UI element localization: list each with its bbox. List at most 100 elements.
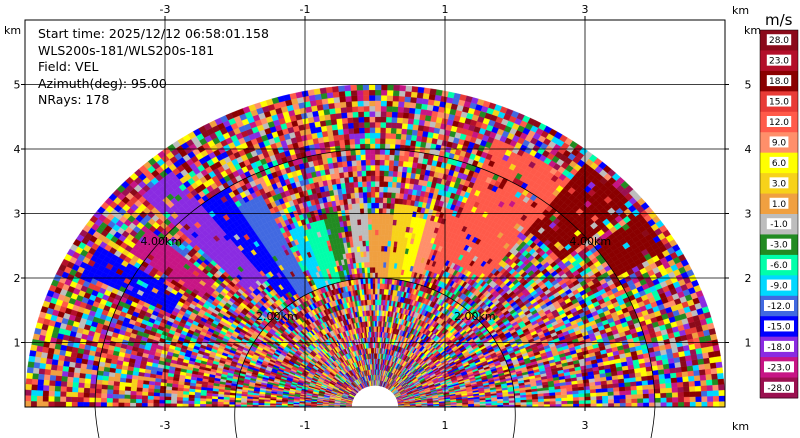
velocity-cell bbox=[387, 176, 393, 182]
velocity-cell bbox=[415, 102, 422, 110]
velocity-cell bbox=[374, 272, 378, 279]
velocity-cell bbox=[383, 165, 390, 171]
velocity-cell bbox=[377, 245, 382, 252]
velocity-cell bbox=[378, 208, 383, 214]
velocity-cell bbox=[630, 385, 637, 391]
velocity-cell bbox=[376, 326, 379, 332]
velocity-cell bbox=[380, 89, 388, 96]
velocity-cell bbox=[704, 368, 712, 375]
velocity-cell bbox=[388, 229, 393, 236]
velocity-cell bbox=[381, 240, 385, 247]
velocity-cell bbox=[378, 218, 383, 225]
velocity-cell bbox=[643, 402, 650, 407]
velocity-cell bbox=[549, 398, 556, 402]
velocity-cell bbox=[625, 390, 632, 395]
velocity-cell bbox=[378, 299, 382, 306]
velocity-cell bbox=[624, 386, 632, 391]
velocity-cell bbox=[380, 116, 387, 123]
velocity-cell bbox=[407, 118, 414, 125]
velocity-cell bbox=[377, 261, 381, 268]
velocity-cell bbox=[385, 132, 391, 139]
velocity-cell bbox=[397, 209, 402, 216]
velocity-cell bbox=[398, 155, 405, 162]
velocity-cell bbox=[503, 400, 510, 403]
velocity-cell bbox=[374, 299, 378, 306]
velocity-cell bbox=[374, 250, 379, 257]
velocity-cell bbox=[379, 283, 383, 290]
velocity-cell bbox=[374, 186, 380, 193]
velocity-cell bbox=[707, 395, 714, 402]
velocity-cell bbox=[561, 400, 568, 405]
velocity-cell bbox=[654, 392, 661, 399]
velocity-cell bbox=[508, 402, 516, 405]
velocity-cell bbox=[378, 304, 382, 311]
velocity-cell bbox=[384, 138, 391, 145]
velocity-cell bbox=[680, 366, 688, 373]
velocity-cell bbox=[374, 138, 381, 144]
velocity-cell bbox=[549, 400, 556, 405]
velocity-cell bbox=[630, 389, 638, 395]
velocity-cell bbox=[503, 402, 510, 406]
velocity-cell bbox=[692, 364, 700, 371]
velocity-cell bbox=[695, 396, 702, 402]
velocity-cell bbox=[648, 397, 656, 403]
velocity-cell bbox=[561, 394, 568, 399]
velocity-cell bbox=[532, 398, 539, 403]
velocity-cell bbox=[404, 182, 410, 189]
velocity-cell bbox=[382, 191, 388, 198]
velocity-cell bbox=[713, 350, 721, 357]
velocity-cell bbox=[390, 133, 397, 140]
velocity-cell bbox=[390, 127, 397, 134]
velocity-cell bbox=[389, 213, 394, 220]
velocity-cell bbox=[374, 89, 382, 96]
velocity-cell bbox=[379, 143, 386, 150]
velocity-cell bbox=[397, 101, 405, 108]
velocity-cell bbox=[717, 372, 724, 380]
velocity-cell bbox=[702, 352, 710, 359]
velocity-cell bbox=[391, 224, 397, 231]
velocity-cell bbox=[566, 393, 574, 398]
velocity-cell bbox=[675, 366, 682, 373]
velocity-cell bbox=[532, 401, 539, 405]
velocity-cell bbox=[374, 336, 377, 343]
velocity-cell bbox=[374, 240, 379, 246]
velocity-cell bbox=[712, 344, 720, 352]
velocity-cell bbox=[385, 213, 390, 220]
velocity-cell bbox=[378, 197, 384, 204]
velocity-cell bbox=[392, 176, 398, 183]
velocity-cell bbox=[526, 399, 533, 403]
velocity-cell bbox=[405, 177, 411, 184]
velocity-cell bbox=[408, 107, 416, 114]
velocity-cell bbox=[642, 393, 650, 399]
velocity-cell bbox=[653, 383, 661, 389]
velocity-cell bbox=[380, 127, 386, 134]
velocity-cell bbox=[421, 130, 429, 138]
velocity-cell bbox=[718, 395, 725, 402]
velocity-cell bbox=[388, 219, 394, 226]
velocity-cell bbox=[393, 84, 400, 91]
velocity-cell bbox=[386, 197, 392, 204]
velocity-cell bbox=[374, 213, 379, 220]
velocity-cell bbox=[382, 267, 386, 274]
velocity-cell bbox=[380, 105, 387, 112]
velocity-cell bbox=[711, 373, 718, 380]
velocity-cell bbox=[400, 182, 406, 189]
velocity-cell bbox=[718, 389, 725, 396]
velocity-cell bbox=[392, 90, 400, 97]
velocity-cell bbox=[701, 401, 708, 407]
velocity-cell bbox=[384, 149, 390, 155]
velocity-cell bbox=[657, 369, 665, 375]
velocity-cell bbox=[514, 402, 521, 405]
velocity-cell bbox=[374, 159, 380, 166]
velocity-cell bbox=[694, 380, 702, 387]
velocity-cell bbox=[641, 380, 649, 386]
velocity-cell bbox=[677, 381, 684, 388]
velocity-cell bbox=[374, 267, 378, 273]
velocity-cell bbox=[385, 224, 390, 231]
velocity-cell bbox=[584, 399, 591, 404]
velocity-cell bbox=[701, 396, 708, 402]
velocity-cell bbox=[590, 403, 597, 407]
velocity-cell bbox=[385, 111, 393, 118]
velocity-cell bbox=[688, 380, 696, 387]
